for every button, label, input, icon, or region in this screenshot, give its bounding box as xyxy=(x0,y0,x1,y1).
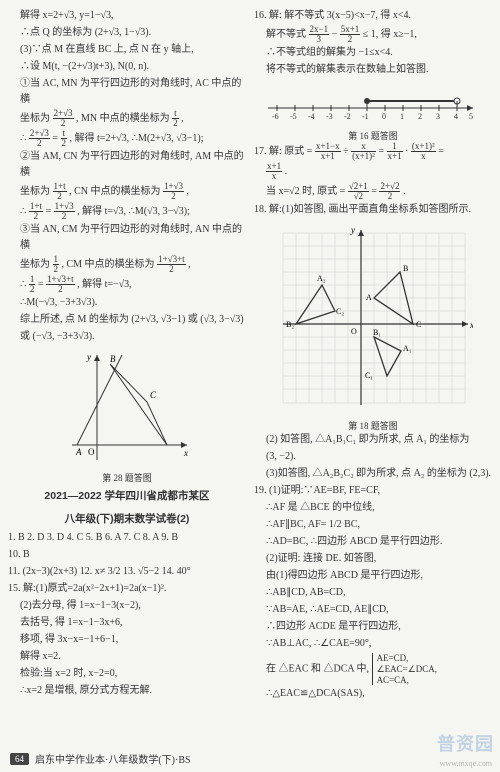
text-line: ∴AD=BC, ∴四边形 ABCD 是平行四边形. xyxy=(254,534,492,550)
svg-text:0: 0 xyxy=(382,112,386,121)
svg-text:-3: -3 xyxy=(326,112,333,121)
svg-text:A₂: A₂ xyxy=(317,274,326,283)
text-line: 18. 解:(1)如答图, 画出平面直角坐标系如答图所示. xyxy=(254,202,492,218)
text-line: ①当 AC, MN 为平行四边形的对角线时, AC 中点的横 xyxy=(8,76,246,108)
figure-28: x y O A B C xyxy=(8,350,246,465)
text-line: 由(1)得四边形 ABCD 是平行四边形, xyxy=(254,568,492,584)
svg-text:-1: -1 xyxy=(362,112,369,121)
svg-text:B₂: B₂ xyxy=(286,320,294,329)
text-line: (3)∵点 M 在直线 BC 上, 点 N 在 y 轴上, xyxy=(8,42,246,58)
text-line: 去括号, 得 1=x−1−3x+6, xyxy=(8,615,246,631)
text-line: (3)如答图, △A₂B₂C₂ 即为所求, 点 A₂ 的坐标为 (2,3). xyxy=(254,466,492,482)
text-line: ∴AB∥CD, AB=CD, xyxy=(254,585,492,601)
text-line: ③当 AN, CM 为平行四边形的对角线时, AN 中点的横 xyxy=(8,222,246,254)
text-line: ∵AB⊥AC, ∴∠CAE=90°, xyxy=(254,636,492,652)
text-line: 坐标为 1+t2 , CN 中点的横坐标为 1+√32 , xyxy=(8,182,246,201)
text-line: ∴ 2+√32 = t2 , 解得 t=2+√3, ∴M(2+√3, √3−1)… xyxy=(8,129,246,148)
svg-text:4: 4 xyxy=(454,112,458,121)
footer-text: 启东中学作业本·八年级数学(下)·BS xyxy=(35,751,191,766)
text-line: ∵AB=AE, ∴AE=CD, AE∥CD, xyxy=(254,602,492,618)
left-column: 解得 x=2+√3, y=1−√3, ∴点 Q 的坐标为 (2+√3, 1−√3… xyxy=(8,8,246,748)
answers-line: 11. (2x−3)(2x+3) 12. x≠ 3/2 13. √5−2 14.… xyxy=(8,564,246,580)
svg-text:O: O xyxy=(88,447,95,457)
text-line: ∴AF 是 △BCE 的中位线, xyxy=(254,500,492,516)
text-line: (2) 如答图, △A₁B₁C₁ 即为所求, 点 A₁ 的坐标为 xyxy=(254,432,492,448)
section-title: 2021—2022 学年四川省成都市某区 xyxy=(8,488,246,503)
svg-text:A: A xyxy=(75,447,82,457)
text-line: ∴四边形 ACDE 是平行四边形, xyxy=(254,619,492,635)
watermark-url: www.mxqe.com xyxy=(440,759,492,768)
text-line: 在 △EAC 和 △DCA 中, AE=CD, ∠EAC=∠DCA, AC=CA… xyxy=(254,653,492,685)
svg-text:-4: -4 xyxy=(308,112,315,121)
text-line: 或 (−√3, −3+3√3). xyxy=(8,329,246,345)
svg-text:3: 3 xyxy=(436,112,440,121)
text-line: 检验:当 x=2 时, x−2=0, xyxy=(8,666,246,682)
svg-text:C: C xyxy=(150,390,157,400)
text-line: 15. 解:(1)原式=2a(x²−2x+1)=2a(x−1)². xyxy=(8,581,246,597)
svg-text:y: y xyxy=(350,225,355,235)
text-line: ∴x=2 是增根, 原分式方程无解. xyxy=(8,683,246,699)
text-line: (2)证明: 连接 DE. 如答图, xyxy=(254,551,492,567)
text-line: ∴AF∥BC, AF= 1/2 BC, xyxy=(254,517,492,533)
text-line: 当 x=√2 时, 原式 = √2+1√2 = 2+√22 . xyxy=(254,182,492,201)
text-line: (2)去分母, 得 1=x−1−3(x−2), xyxy=(8,598,246,614)
svg-text:B: B xyxy=(110,354,116,364)
text-line: 坐标为 2+√32 , MN 中点的横坐标为 t2 , xyxy=(8,109,246,128)
svg-text:x: x xyxy=(469,320,473,330)
svg-text:-2: -2 xyxy=(344,112,351,121)
figure-18: x y O B A C A₁ C₁ B₁ C₂ B₂ A₂ xyxy=(254,223,492,413)
svg-text:O: O xyxy=(351,327,357,336)
svg-text:2: 2 xyxy=(418,112,422,121)
svg-text:C₂: C₂ xyxy=(336,307,344,316)
text-line: 17. 解: 原式 = x+1−xx+1 ÷ x(x+1)² = 1x+1 · … xyxy=(254,142,492,161)
text-line: ∴ 12 = 1+√3+t2 , 解得 t=−√3, xyxy=(8,275,246,294)
text-line: (3, −2). xyxy=(254,449,492,465)
right-column: 16. 解: 解不等式 3(x−5)<x−7, 得 x<4. 解不等式 2x−1… xyxy=(254,8,492,748)
page-footer: 64 启东中学作业本·八年级数学(下)·BS xyxy=(10,751,191,766)
answers-line: 10. B xyxy=(8,547,246,563)
text-line: ∴点 Q 的坐标为 (2+√3, 1−√3). xyxy=(8,25,246,41)
svg-text:B₁: B₁ xyxy=(373,328,381,337)
text-line: 16. 解: 解不等式 3(x−5)<x−7, 得 x<4. xyxy=(254,8,492,24)
svg-text:A: A xyxy=(366,293,372,302)
text-line: 19. (1)证明:∵AE=BF, FE=CF, xyxy=(254,483,492,499)
page-number: 64 xyxy=(10,753,29,765)
svg-text:C: C xyxy=(416,320,421,329)
text-line: 坐标为 12 , CM 中点的横坐标为 1+√3+t2 , xyxy=(8,255,246,274)
svg-text:1: 1 xyxy=(400,112,404,121)
text-line: ∴△EAC≌△DCA(SAS), xyxy=(254,686,492,702)
text-line: 解得 x=2. xyxy=(8,649,246,665)
text-line: 解不等式 2x−13 − 5x+12 ≤ 1, 得 x≥−1, xyxy=(254,25,492,44)
text-line: 将不等式的解集表示在数轴上如答图. xyxy=(254,62,492,78)
svg-text:B: B xyxy=(403,264,408,273)
figure-16: -6 -5 -4 -3 -2 -1 0 1 2 3 4 5 xyxy=(254,83,492,123)
figure-caption: 第 16 题答图 xyxy=(254,129,492,142)
svg-text:-5: -5 xyxy=(290,112,297,121)
text-line: ∴M(−√3, −3+3√3). xyxy=(8,295,246,311)
svg-text:C₁: C₁ xyxy=(365,371,373,380)
answers-line: 1. B 2. D 3. D 4. C 5. B 6. A 7. C 8. A … xyxy=(8,530,246,546)
text-line: ②当 AM, CN 为平行四边形的对角线时, AM 中点的横 xyxy=(8,149,246,181)
text-line: 移项, 得 3x−x=−1+6−1, xyxy=(8,632,246,648)
text-line: 解得 x=2+√3, y=1−√3, xyxy=(8,8,246,24)
watermark: 普资园 xyxy=(437,730,494,756)
text-line: ∴ 1+t2 = 1+√32 , 解得 t=√3, ∴M(√3, 3−√3); xyxy=(8,202,246,221)
text-line: 综上所述, 点 M 的坐标为 (2+√3, √3−1) 或 (√3, 3−√3) xyxy=(8,312,246,328)
svg-text:x: x xyxy=(183,448,188,458)
section-title: 八年级(下)期末数学试卷(2) xyxy=(8,511,246,526)
figure-caption: 第 28 题答图 xyxy=(8,471,246,484)
svg-text:y: y xyxy=(86,352,91,362)
text-line: ∴不等式组的解集为 −1≤x<4. xyxy=(254,45,492,61)
figure-caption: 第 18 题答图 xyxy=(254,419,492,432)
svg-text:5: 5 xyxy=(469,112,473,121)
text-line: x+1x . xyxy=(254,162,492,181)
svg-text:-6: -6 xyxy=(272,112,279,121)
svg-text:A₁: A₁ xyxy=(403,344,412,353)
text-line: ∴设 M(t, −(2+√3)t+3), N(0, n). xyxy=(8,59,246,75)
